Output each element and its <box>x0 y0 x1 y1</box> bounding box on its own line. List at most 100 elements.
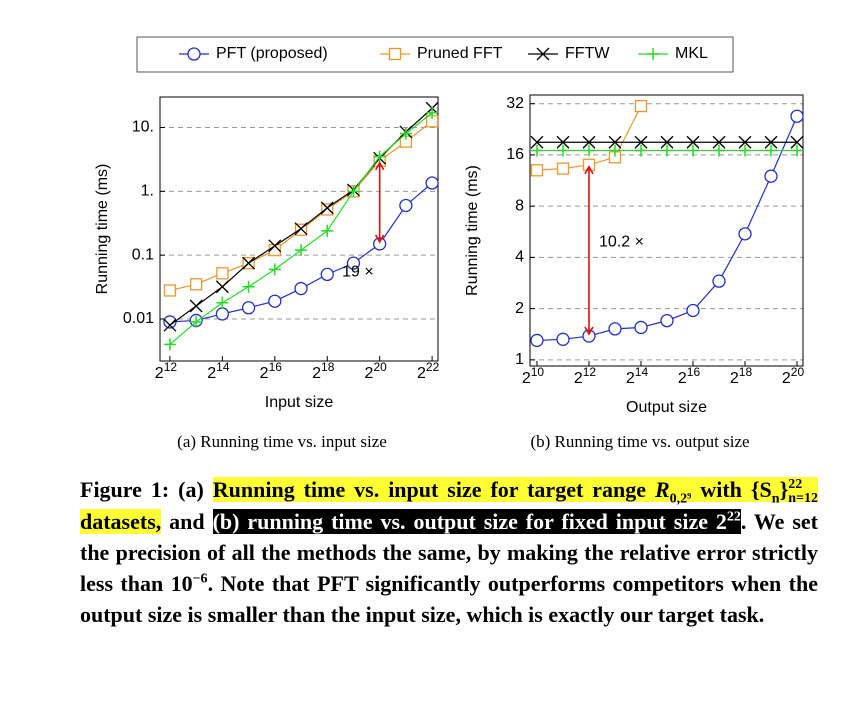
marker <box>530 144 543 157</box>
marker <box>764 135 778 149</box>
marker <box>163 315 177 329</box>
y-tick-label: 8 <box>515 197 524 214</box>
marker <box>530 333 544 348</box>
x-tick-exponent: 18 <box>739 365 753 379</box>
caption-text: . We set the precision of all the method… <box>80 508 818 596</box>
marker <box>347 185 360 198</box>
x-tick-label: 220 <box>782 365 805 387</box>
marker <box>791 144 804 157</box>
x-tick-base: 2 <box>417 365 426 382</box>
caption-segment: datasets, <box>80 508 162 534</box>
marker <box>608 135 622 149</box>
x-tick-base: 2 <box>365 365 374 382</box>
marker <box>712 274 726 288</box>
marker <box>190 315 203 328</box>
x-tick-exponent: 14 <box>635 365 649 379</box>
plot-frame <box>159 96 439 362</box>
x-tick-base: 2 <box>730 370 739 387</box>
marker <box>556 162 570 175</box>
caption-text: (b) running time vs. output size for fix… <box>212 508 727 534</box>
legend-label: PFT (proposed) <box>216 45 328 62</box>
marker <box>242 280 255 293</box>
legend-label: FFTW <box>565 45 610 62</box>
caption-sup: 22 <box>788 476 803 492</box>
x-tick-base: 2 <box>312 365 321 382</box>
caption-sub: 0,2⁹ <box>669 491 692 507</box>
marker <box>399 127 412 140</box>
caption-sup: 22 <box>726 509 741 525</box>
marker <box>738 135 752 149</box>
x-tick-label: 218 <box>312 360 335 382</box>
plot-frame <box>529 94 804 367</box>
caption-text: Figure 1: (a) <box>80 477 213 502</box>
x-tick-label: 220 <box>365 360 388 382</box>
legend-label: Pruned FFT <box>417 45 503 62</box>
x-tick-base: 2 <box>522 370 531 387</box>
x-tick-exponent: 12 <box>164 360 178 374</box>
marker <box>373 150 386 163</box>
legend-marker <box>647 48 659 60</box>
marker <box>294 222 308 236</box>
marker <box>320 201 334 215</box>
y-tick-label: 16 <box>506 146 524 163</box>
figure-caption: Figure 1: (a) Running time vs. input siz… <box>80 474 818 630</box>
marker <box>738 227 752 241</box>
x-tick-exponent: 18 <box>321 360 335 374</box>
marker <box>687 144 700 157</box>
marker <box>294 223 308 236</box>
marker <box>425 176 439 190</box>
series-line <box>169 120 433 292</box>
marker <box>294 281 308 296</box>
marker <box>790 135 804 149</box>
x-tick-exponent: 20 <box>791 365 805 379</box>
x-tick-label: 222 <box>417 360 440 382</box>
marker <box>215 307 230 321</box>
x-tick-exponent: 12 <box>583 365 597 379</box>
caption-segment: R0,2⁹ <box>654 477 692 506</box>
marker <box>790 109 804 123</box>
caption-text: R <box>654 477 670 502</box>
caption-segment: (b) running time vs. output size for fix… <box>212 508 741 534</box>
y-axis-label: Running time (ms) <box>464 165 481 296</box>
y-tick-label: 32 <box>506 95 524 112</box>
marker <box>215 280 229 294</box>
x-tick-label: 214 <box>626 365 649 387</box>
marker <box>556 144 569 157</box>
x-tick-label: 210 <box>522 365 545 387</box>
marker <box>634 144 647 157</box>
x-tick-base: 2 <box>155 365 164 382</box>
marker <box>608 144 621 157</box>
x-tick-label: 218 <box>730 365 753 387</box>
marker <box>268 294 282 308</box>
marker <box>764 169 778 183</box>
marker <box>268 263 281 276</box>
x-tick-exponent: 16 <box>269 360 283 374</box>
marker <box>582 144 595 157</box>
marker <box>163 318 177 332</box>
legend-box <box>136 36 734 73</box>
legend-marker <box>536 47 550 61</box>
marker <box>765 144 778 157</box>
caption-text: with <box>691 477 751 502</box>
caption-text: and <box>161 508 213 534</box>
marker <box>739 144 752 157</box>
marker <box>346 256 361 270</box>
x-tick-exponent: 10 <box>531 365 545 379</box>
caption-segment: Running time vs. input size for target r… <box>212 477 655 502</box>
caption-sub: n=12 <box>788 490 818 506</box>
marker <box>713 144 726 157</box>
caption-segment: and <box>161 509 212 534</box>
marker <box>608 322 622 336</box>
x-tick-base: 2 <box>260 365 269 382</box>
annotation-arrow <box>374 161 385 244</box>
marker <box>530 164 544 177</box>
legend-marker <box>187 47 201 61</box>
marker <box>216 267 229 280</box>
marker <box>426 106 439 119</box>
x-tick-base: 2 <box>678 370 687 387</box>
x-tick-exponent: 14 <box>216 360 230 374</box>
x-tick-label: 212 <box>574 365 597 387</box>
marker <box>320 267 334 282</box>
caption-segment: Figure 1: (a) <box>80 477 213 502</box>
